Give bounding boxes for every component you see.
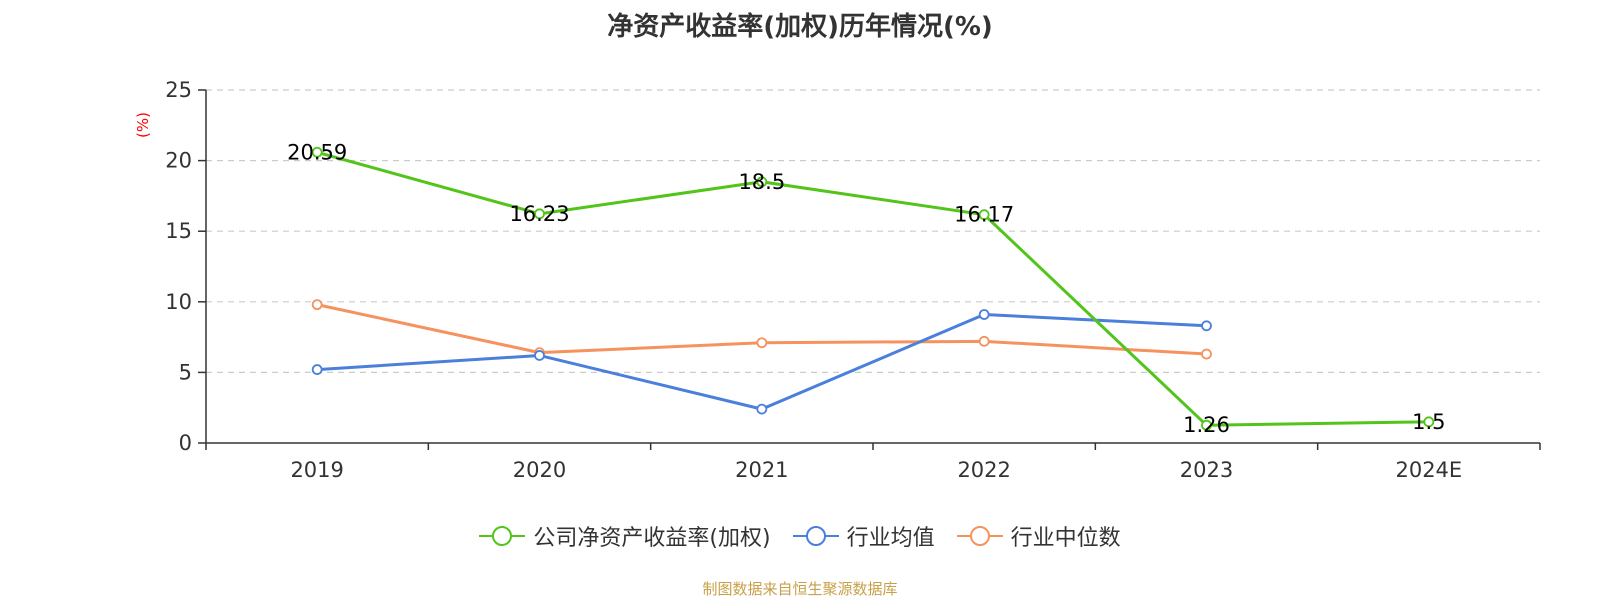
x-tick-label: 2022 xyxy=(957,458,1010,482)
y-tick-label: 0 xyxy=(179,431,192,455)
x-tick-label: 2019 xyxy=(290,458,343,482)
data-point xyxy=(756,176,768,188)
chart-legend: 公司净资产收益率(加权) 行业均值 行业中位数 xyxy=(0,520,1600,552)
data-point xyxy=(534,350,545,361)
data-point xyxy=(311,364,323,375)
series-line xyxy=(316,150,1429,427)
data-point xyxy=(1201,320,1212,332)
data-label: 16.23 xyxy=(509,202,569,226)
data-point xyxy=(1201,419,1212,431)
data-point xyxy=(756,403,768,415)
data-label: 1.5 xyxy=(1412,410,1445,434)
y-tick-label: 20 xyxy=(165,149,192,173)
line-chart: 0 5 10 15 20 25 (%) 2019 2020 2021 2022 2023 2024E 20… xyxy=(134,78,1541,482)
legend-marker-icon xyxy=(956,526,1003,546)
data-point xyxy=(1201,348,1212,360)
data-point xyxy=(534,208,545,220)
legend-item-industry-mean[interactable]: 行业均值 xyxy=(792,520,935,552)
series-line xyxy=(317,313,1207,411)
y-tick-label: 15 xyxy=(165,219,192,243)
data-point xyxy=(1423,416,1435,428)
legend-label: 公司净资产收益率(加权) xyxy=(533,526,771,551)
data-label: 16.17 xyxy=(954,203,1014,227)
legend-item-company-roe[interactable]: 公司净资产收益率(加权) xyxy=(479,520,771,552)
data-point xyxy=(311,299,323,311)
source-footnote: 制图数据来自恒生聚源数据库 xyxy=(702,580,898,598)
data-label: 1.26 xyxy=(1183,413,1230,437)
data-point xyxy=(978,309,990,320)
data-point xyxy=(756,337,768,349)
data-label: 20.59 xyxy=(287,140,347,164)
legend-item-industry-median[interactable]: 行业中位数 xyxy=(956,520,1121,552)
legend-label: 行业中位数 xyxy=(1010,526,1121,551)
legend-label: 行业均值 xyxy=(846,526,935,551)
data-label: 18.5 xyxy=(738,170,785,194)
y-axis-label: (%) xyxy=(134,112,152,138)
y-tick-label: 25 xyxy=(165,78,192,102)
x-tick-label: 2021 xyxy=(735,458,788,482)
data-point xyxy=(978,335,990,347)
data-point xyxy=(978,209,990,221)
data-point xyxy=(311,146,323,158)
legend-marker-icon xyxy=(479,526,526,546)
x-tick-label: 2024E xyxy=(1395,458,1462,482)
legend-marker-icon xyxy=(792,526,839,546)
x-tick-label: 2020 xyxy=(513,458,566,482)
chart-title: 净资产收益率(加权)历年情况(%) xyxy=(607,12,993,42)
x-tick-label: 2023 xyxy=(1180,458,1233,482)
y-tick-label: 10 xyxy=(165,290,192,314)
y-tick-label: 5 xyxy=(179,360,192,384)
